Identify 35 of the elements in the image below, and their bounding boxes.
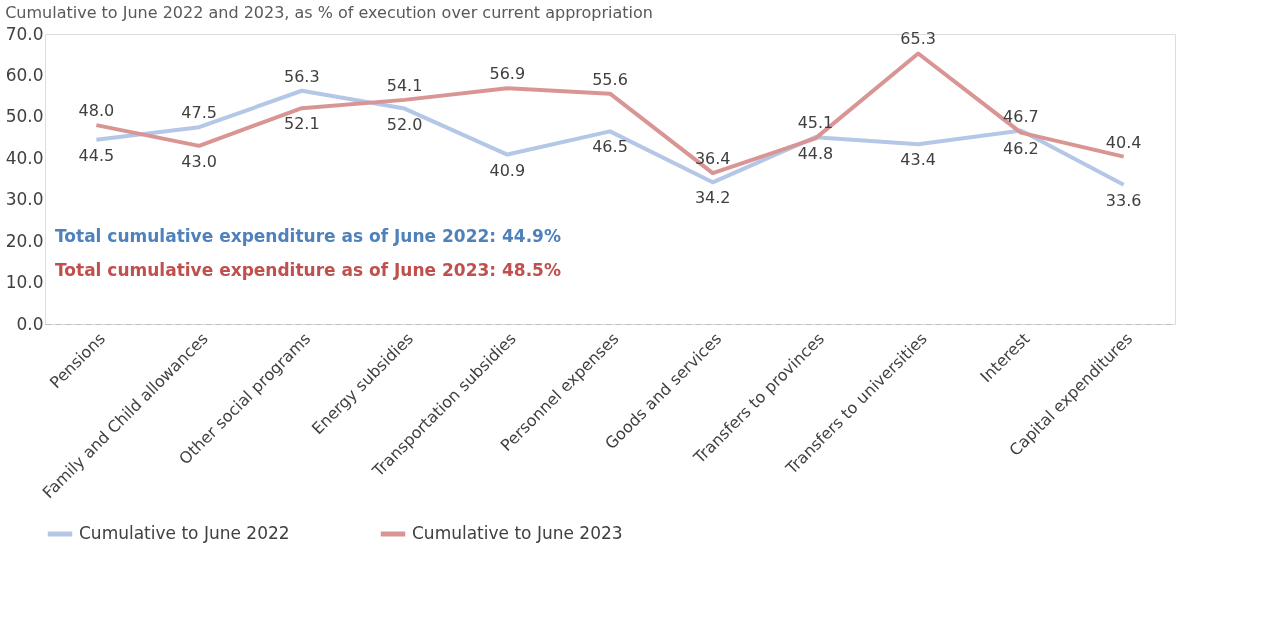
data-label: 45.1 — [797, 113, 834, 133]
legend-label: Cumulative to June 2022 — [79, 523, 290, 543]
data-label: 33.6 — [1105, 190, 1142, 210]
data-label: 56.3 — [284, 66, 320, 86]
data-label: 46.5 — [592, 137, 628, 157]
annotation: Total cumulative expenditure as of June 2022: 44.9% — [55, 226, 561, 246]
data-label: 43.0 — [181, 151, 217, 171]
data-label: 52.0 — [386, 114, 423, 134]
data-label: 54.1 — [386, 75, 423, 95]
data-label: 36.4 — [694, 149, 731, 169]
data-label: 34.2 — [694, 188, 731, 208]
data-label: 44.8 — [797, 144, 834, 164]
legend-label: Cumulative to June 2023 — [412, 523, 623, 543]
data-label: 40.4 — [1105, 132, 1142, 152]
data-label: 44.5 — [78, 145, 115, 165]
y-tick-label: 10.0 — [5, 272, 44, 293]
data-label: 55.6 — [592, 69, 628, 89]
data-label: 47.5 — [181, 103, 217, 123]
data-label: 46.2 — [1003, 138, 1039, 158]
annotation: Total cumulative expenditure as of June 2023: 48.5% — [55, 260, 561, 280]
data-label: 48.0 — [78, 101, 115, 121]
data-label: 52.1 — [284, 114, 320, 134]
data-label: 46.7 — [1003, 106, 1039, 126]
y-tick-label: 70.0 — [5, 23, 44, 44]
y-tick-label: 30.0 — [5, 189, 44, 210]
y-tick-label: 50.0 — [5, 106, 44, 127]
y-tick-label: 40.0 — [5, 147, 44, 168]
y-tick-label: 60.0 — [5, 64, 44, 85]
data-label: 40.9 — [489, 160, 526, 180]
data-label: 56.9 — [489, 64, 526, 84]
chart-title: Cumulative to June 2022 and 2023, as % of execution over current appropriation — [5, 3, 653, 22]
y-tick-label: 20.0 — [5, 230, 44, 251]
data-label: 43.4 — [900, 150, 936, 170]
data-label: 65.3 — [900, 29, 936, 49]
y-tick-label: 0.0 — [16, 313, 44, 334]
